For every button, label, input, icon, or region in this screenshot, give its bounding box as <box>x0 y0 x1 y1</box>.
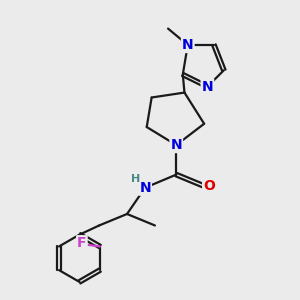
Text: N: N <box>202 80 213 94</box>
Text: O: O <box>203 179 215 193</box>
Text: N: N <box>182 38 194 52</box>
Text: N: N <box>139 181 151 195</box>
Text: H: H <box>131 173 140 184</box>
Text: F: F <box>77 236 87 250</box>
Text: N: N <box>170 138 182 152</box>
